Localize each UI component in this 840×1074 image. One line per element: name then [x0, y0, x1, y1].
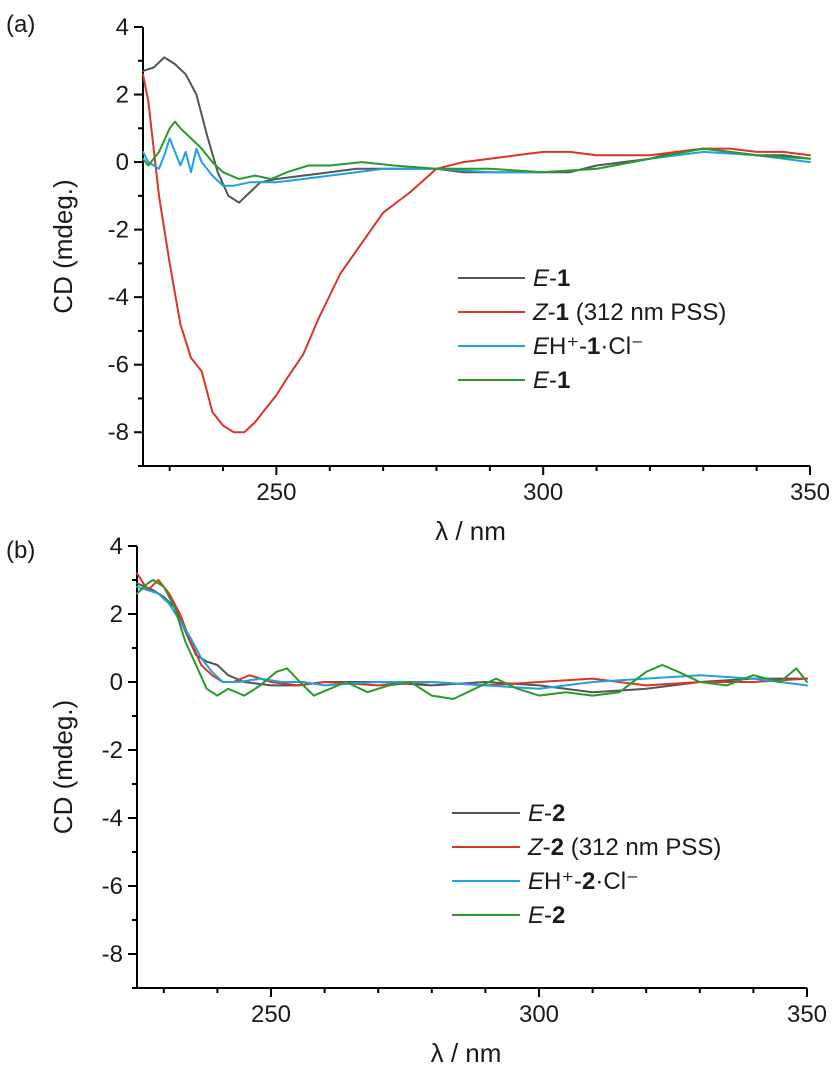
y-tick-label: -4 — [108, 284, 129, 311]
y-tick-label: 0 — [116, 149, 129, 176]
legend-label: E-1 — [533, 367, 570, 394]
y-tick-label: 0 — [110, 669, 123, 696]
x-axis-title: λ / nm — [431, 1038, 502, 1068]
panel-label: (a) — [6, 11, 35, 38]
legend-label: Z-1 (312 nm PSS) — [532, 299, 726, 326]
x-tick-label: 300 — [519, 1001, 559, 1028]
x-tick-label: 250 — [256, 479, 296, 506]
legend-label: EH⁺-1·Cl⁻ — [533, 333, 644, 360]
series-line-4 — [136, 579, 808, 700]
panel-a-chart: (a) 4 2 0 -2 -4 -6 -8 250 300 350 λ / nm CD (mdeg.) E… — [6, 11, 830, 546]
y-tick-label: 2 — [110, 601, 123, 628]
legend-label: E-2 — [528, 800, 565, 827]
legend-label: EH⁺-2·Cl⁻ — [528, 868, 639, 895]
y-tick-label: 4 — [110, 533, 123, 560]
series-line-3 — [136, 585, 808, 690]
y-tick-label: 4 — [116, 14, 129, 41]
y-tick-label: -2 — [102, 737, 123, 764]
x-tick-label: 350 — [787, 1001, 827, 1028]
x-tick-label: 250 — [251, 1001, 291, 1028]
legend-label: E-1 — [533, 265, 570, 292]
series-line-2 — [136, 572, 808, 687]
series-line-4 — [142, 120, 811, 180]
y-tick-label: -8 — [102, 941, 123, 968]
x-tick-label: 350 — [790, 479, 830, 506]
series-line-1 — [142, 56, 811, 204]
x-axis-title: λ / nm — [435, 516, 506, 546]
series-line-2 — [142, 73, 811, 434]
y-tick-label: -8 — [108, 419, 129, 446]
legend-label: E-2 — [528, 902, 565, 929]
y-axis-title: CD (mdeg.) — [48, 700, 78, 834]
y-tick-label: -2 — [108, 217, 129, 244]
y-tick-label: -6 — [108, 352, 129, 379]
panel-b-chart: (b) 4 2 0 -2 -4 -6 -8 250 300 350 λ / nm CD (mdeg.) E… — [6, 533, 827, 1068]
legend-label: Z-2 (312 nm PSS) — [527, 834, 721, 861]
x-tick-label: 300 — [523, 479, 563, 506]
y-tick-label: 2 — [116, 82, 129, 109]
y-tick-label: -6 — [102, 873, 123, 900]
panel-label: (b) — [6, 537, 35, 564]
y-tick-label: -4 — [102, 805, 123, 832]
y-axis-title: CD (mdeg.) — [48, 179, 78, 313]
